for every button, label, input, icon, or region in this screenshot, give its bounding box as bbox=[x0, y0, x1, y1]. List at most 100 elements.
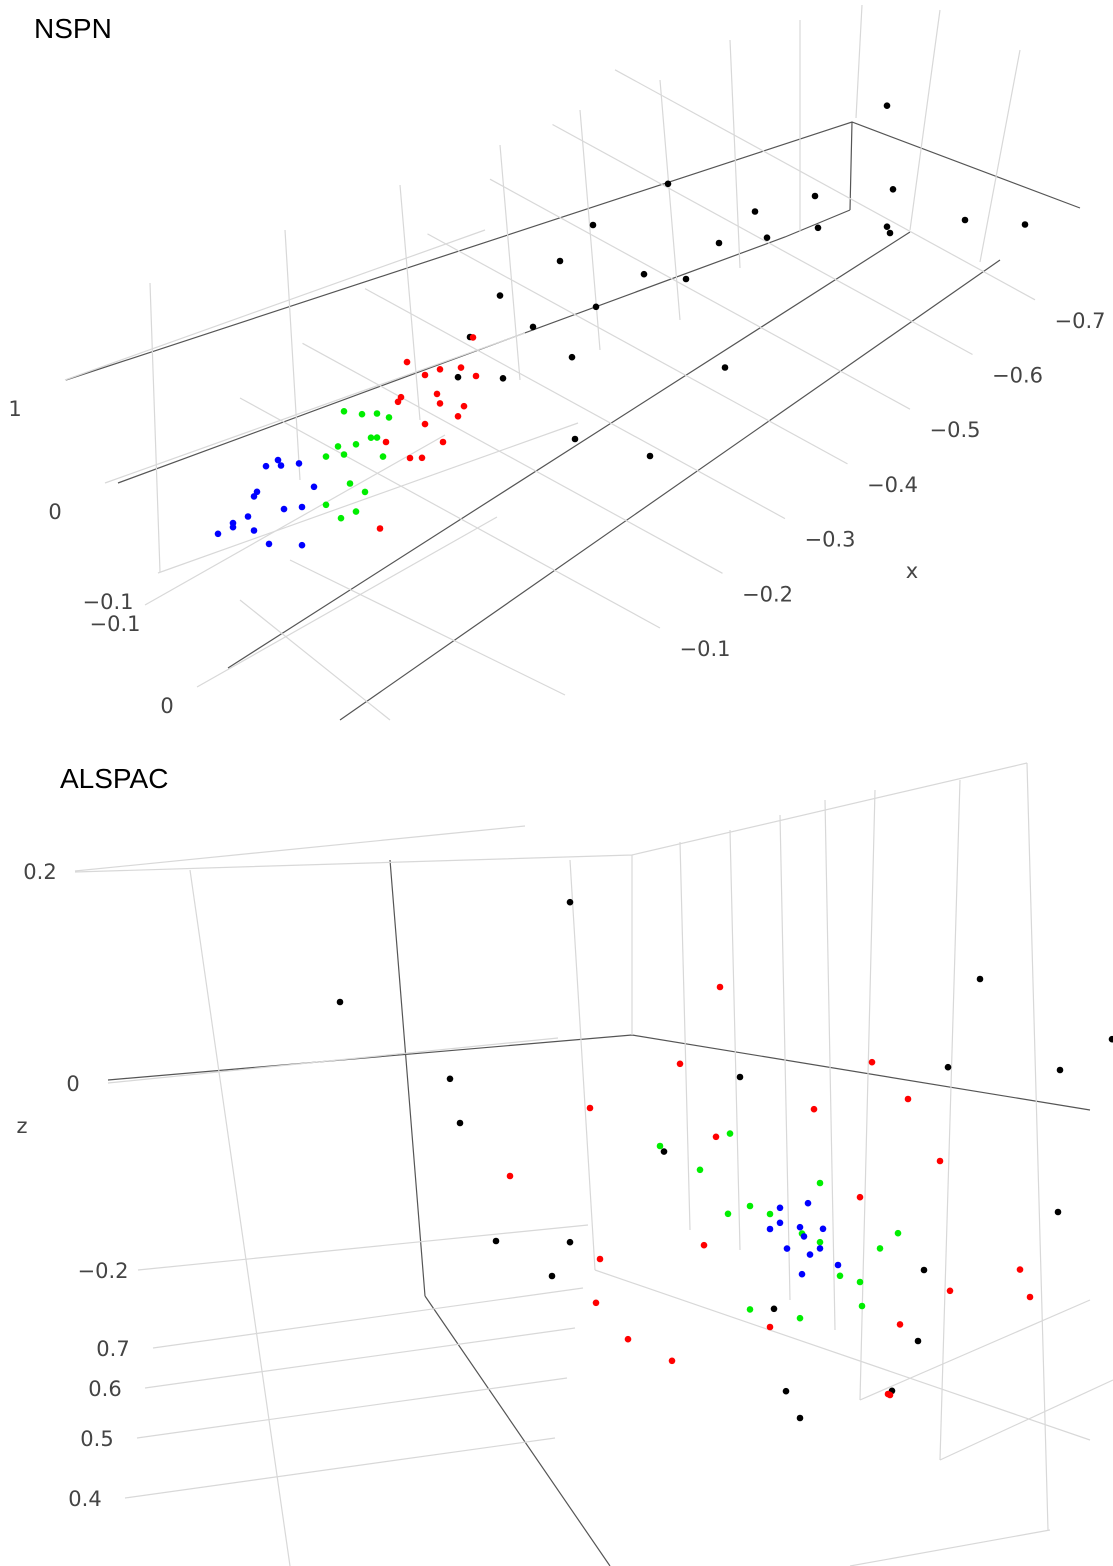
data-point bbox=[265, 540, 273, 548]
data-point bbox=[298, 503, 306, 511]
data-point bbox=[664, 180, 672, 188]
data-point bbox=[816, 1179, 824, 1187]
data-point bbox=[421, 420, 429, 428]
data-point bbox=[446, 1075, 454, 1083]
data-point bbox=[340, 451, 348, 458]
data-point bbox=[640, 270, 648, 278]
grid-line bbox=[427, 233, 848, 465]
data-point bbox=[816, 1245, 824, 1252]
data-point bbox=[676, 1060, 684, 1068]
tick-label: 0.2 bbox=[23, 860, 56, 884]
data-point bbox=[806, 1251, 814, 1258]
data-point bbox=[886, 229, 894, 237]
axis-title: x bbox=[906, 559, 918, 583]
data-point bbox=[819, 1225, 827, 1233]
data-point bbox=[274, 456, 282, 464]
data-point bbox=[876, 1245, 884, 1252]
data-point bbox=[589, 221, 597, 229]
tick-label: −0.1 bbox=[680, 637, 731, 661]
data-point bbox=[310, 483, 318, 491]
data-point bbox=[571, 435, 579, 443]
data-point bbox=[700, 1241, 708, 1249]
data-point bbox=[277, 462, 285, 469]
data-point bbox=[373, 434, 381, 441]
data-point bbox=[250, 527, 258, 534]
grid-line bbox=[552, 123, 973, 356]
data-point bbox=[436, 400, 444, 407]
tick-label: 0 bbox=[66, 1072, 79, 1096]
data-point bbox=[920, 1266, 928, 1274]
data-point bbox=[796, 1414, 804, 1422]
data-point bbox=[298, 541, 306, 549]
data-point bbox=[811, 192, 819, 200]
data-point bbox=[804, 1199, 812, 1207]
data-point bbox=[336, 998, 344, 1006]
data-point bbox=[976, 975, 984, 983]
data-point bbox=[586, 1104, 594, 1112]
data-point bbox=[726, 1130, 734, 1137]
data-point bbox=[244, 513, 252, 520]
data-point bbox=[253, 488, 261, 496]
data-point bbox=[499, 375, 507, 382]
data-point bbox=[436, 366, 444, 373]
data-point bbox=[352, 441, 360, 448]
data-point bbox=[770, 1305, 778, 1313]
nspn-frame bbox=[65, 4, 1081, 721]
data-point bbox=[367, 434, 375, 442]
data-point bbox=[382, 438, 390, 446]
data-point bbox=[946, 1287, 954, 1295]
grid-line bbox=[144, 1327, 576, 1389]
data-point bbox=[796, 1223, 804, 1231]
grid-line bbox=[104, 332, 526, 484]
data-point bbox=[746, 1202, 754, 1210]
data-point bbox=[776, 1204, 784, 1212]
data-point bbox=[1016, 1266, 1024, 1273]
grid-line bbox=[196, 516, 498, 688]
data-point bbox=[322, 453, 330, 460]
data-point bbox=[660, 1148, 668, 1155]
data-point bbox=[914, 1337, 922, 1345]
tick-label: 0.4 bbox=[68, 1487, 101, 1511]
data-point bbox=[340, 408, 348, 415]
data-point bbox=[746, 1306, 754, 1313]
tick-label: −0.7 bbox=[1055, 309, 1106, 333]
data-point bbox=[295, 460, 303, 467]
data-point bbox=[418, 454, 426, 462]
data-point bbox=[798, 1270, 806, 1278]
data-point bbox=[1054, 1208, 1062, 1216]
data-point bbox=[460, 402, 468, 410]
tick-label: −0.1 bbox=[90, 612, 141, 636]
data-point bbox=[646, 452, 654, 460]
data-point bbox=[358, 410, 366, 418]
data-point bbox=[472, 372, 480, 380]
data-point bbox=[379, 453, 387, 460]
tick-label: −0.6 bbox=[992, 364, 1043, 388]
data-point bbox=[856, 1278, 864, 1286]
data-point bbox=[457, 364, 465, 371]
data-point bbox=[334, 443, 342, 450]
data-point bbox=[214, 530, 222, 538]
data-point bbox=[433, 390, 441, 398]
data-point bbox=[1021, 221, 1029, 228]
data-point bbox=[782, 1387, 790, 1395]
data-point bbox=[712, 1133, 720, 1141]
data-point bbox=[944, 1063, 952, 1071]
tick-label: −0.2 bbox=[78, 1259, 129, 1283]
data-point bbox=[668, 1357, 676, 1365]
tick-label: 0 bbox=[160, 694, 173, 718]
tick-label: 1 bbox=[8, 397, 21, 421]
data-point bbox=[385, 414, 393, 421]
data-point bbox=[529, 323, 537, 331]
data-point bbox=[715, 239, 723, 247]
data-point bbox=[858, 1302, 866, 1310]
data-point bbox=[751, 208, 759, 215]
data-point bbox=[868, 1058, 876, 1066]
data-point bbox=[556, 257, 564, 265]
data-point bbox=[566, 1238, 574, 1246]
data-point bbox=[856, 1193, 864, 1201]
data-point bbox=[352, 508, 360, 515]
data-point bbox=[716, 983, 724, 991]
data-point bbox=[800, 1233, 808, 1240]
data-point bbox=[656, 1142, 664, 1150]
tick-label: −0.1 bbox=[83, 590, 134, 614]
